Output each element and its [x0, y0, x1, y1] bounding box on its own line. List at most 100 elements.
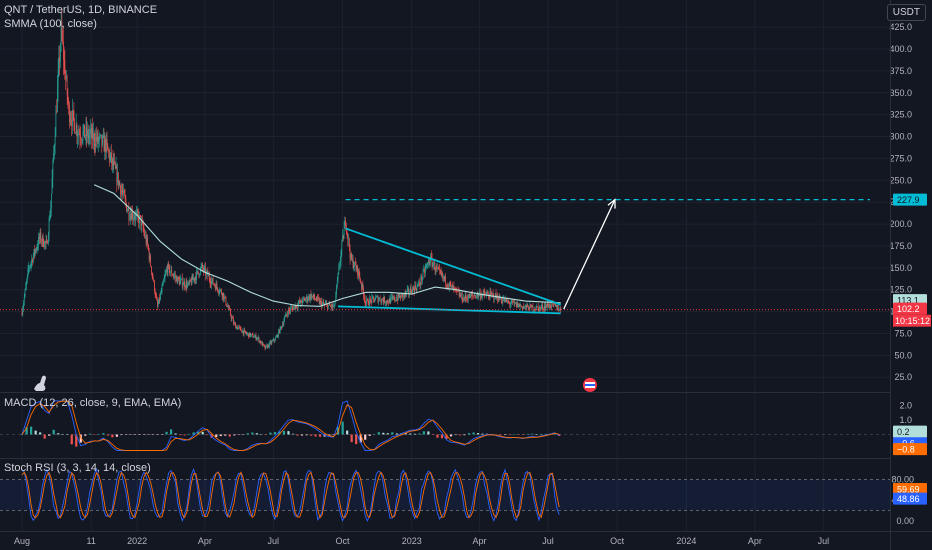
candle — [309, 295, 310, 300]
candle — [25, 285, 27, 290]
candle — [374, 299, 376, 302]
time-tick-label: Aug — [14, 536, 30, 546]
macd-histogram-bar — [382, 432, 385, 435]
candle — [167, 264, 169, 273]
candle — [560, 307, 562, 310]
macd-histogram-bar — [215, 434, 218, 438]
candle — [96, 133, 98, 141]
candle — [518, 303, 519, 308]
candle — [181, 278, 182, 280]
candle — [204, 267, 206, 269]
candle — [116, 166, 118, 183]
candle — [382, 300, 384, 303]
smma-legend[interactable]: SMMA (100, close) — [4, 18, 97, 30]
arrow-head — [607, 198, 616, 209]
macd-histogram-bar — [418, 433, 421, 435]
macd-line[interactable] — [21, 400, 560, 451]
candle — [431, 258, 433, 267]
candle — [382, 298, 383, 301]
macd-histogram-bar — [269, 432, 272, 435]
candle — [182, 284, 184, 287]
price-label-smma-text: 113.1 — [897, 296, 919, 306]
macd-histogram-bar — [179, 434, 182, 436]
candle — [349, 248, 351, 259]
candle — [530, 304, 531, 306]
candle — [293, 307, 294, 311]
candle — [549, 303, 550, 308]
macd-histogram-bar — [327, 434, 331, 436]
candle — [336, 285, 337, 295]
candle — [523, 306, 525, 308]
candle — [344, 220, 346, 228]
time-tick-label: Jul — [818, 536, 830, 546]
candle — [78, 133, 80, 135]
macd-histogram-bar — [138, 434, 141, 435]
symbol-title[interactable]: QNT / TetherUS, 1D, BINANCE — [4, 4, 158, 16]
candle — [525, 305, 527, 308]
candle — [264, 345, 266, 349]
stoch-d-line[interactable] — [21, 471, 560, 519]
candle — [148, 244, 149, 250]
candle — [89, 132, 91, 136]
flag-badge-icon[interactable] — [583, 378, 597, 392]
macd-histogram-bar — [102, 433, 105, 435]
macd-histogram-bar — [97, 434, 100, 435]
macd-legend[interactable]: MACD (12, 26, close, 9, EMA, EMA) — [4, 397, 182, 409]
macd-histogram-bar — [395, 433, 398, 435]
currency-button[interactable]: USDT — [886, 4, 926, 21]
candle — [342, 235, 343, 241]
lower-trendline[interactable] — [337, 305, 561, 315]
candle — [466, 298, 468, 299]
macd-histogram-bar — [233, 434, 236, 436]
candle — [427, 262, 428, 265]
candle — [27, 268, 29, 275]
candle — [91, 128, 93, 138]
candle — [236, 326, 238, 329]
candle — [112, 158, 114, 166]
candle — [297, 307, 298, 308]
candle — [555, 305, 557, 307]
candle — [457, 290, 459, 292]
candle — [160, 291, 162, 294]
macd-histogram-bar — [467, 433, 471, 435]
candle — [124, 194, 126, 199]
candle — [120, 190, 122, 195]
candle — [509, 302, 510, 305]
candle — [364, 298, 366, 303]
candle — [521, 306, 522, 307]
candle — [313, 294, 315, 299]
candle — [476, 295, 477, 298]
candle — [549, 303, 551, 307]
candle — [139, 215, 140, 223]
candle — [254, 335, 256, 337]
macd-signal-line[interactable] — [21, 400, 560, 451]
candle — [61, 21, 63, 37]
candle — [318, 298, 320, 304]
candle — [495, 293, 497, 298]
candle — [545, 305, 547, 310]
price-tick-label: 350.0 — [889, 88, 912, 98]
candle — [130, 213, 131, 219]
candle — [99, 135, 100, 140]
candle — [471, 294, 473, 296]
candle — [170, 269, 172, 272]
candle — [252, 334, 254, 338]
candle — [118, 182, 120, 186]
candle — [95, 136, 97, 147]
candle — [408, 288, 410, 294]
stoch-k-line[interactable] — [21, 467, 560, 523]
upper-trendline[interactable] — [345, 227, 562, 306]
price-tick-label: 400.0 — [889, 44, 912, 54]
macd-histogram-bar — [255, 433, 258, 435]
macd-histogram-bar — [88, 433, 91, 435]
candle — [391, 297, 392, 298]
projection-arrow[interactable] — [563, 199, 616, 310]
stoch-rsi-legend[interactable]: Stoch RSI (3, 3, 14, 14, close) — [4, 462, 151, 474]
smma-line[interactable] — [93, 184, 561, 307]
macd-histogram-bar — [66, 434, 69, 435]
candle — [221, 289, 222, 294]
candle — [388, 298, 390, 304]
candle — [215, 285, 216, 290]
